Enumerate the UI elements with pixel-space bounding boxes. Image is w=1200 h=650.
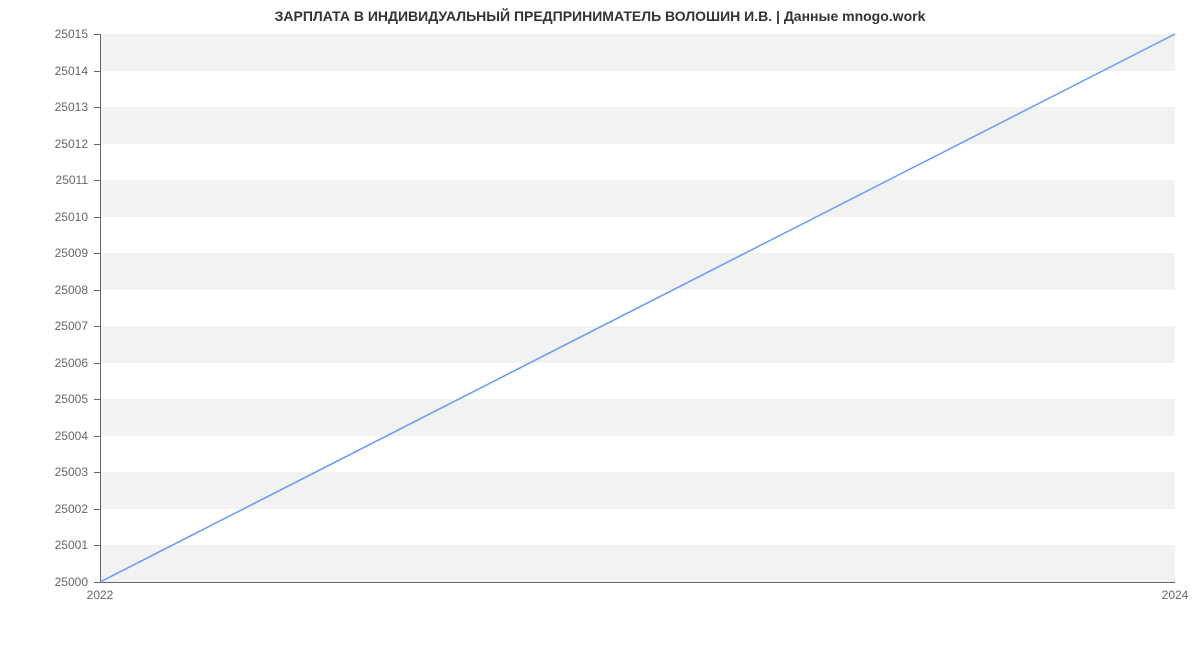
y-tick-label: 25004 (0, 429, 88, 443)
y-tick (94, 472, 100, 473)
y-tick-label: 25007 (0, 319, 88, 333)
y-tick (94, 180, 100, 181)
plot-area (100, 34, 1175, 582)
x-tick-label: 2024 (1162, 588, 1189, 602)
y-tick (94, 34, 100, 35)
y-tick-label: 25005 (0, 392, 88, 406)
series-line (100, 34, 1175, 582)
y-tick-label: 25015 (0, 27, 88, 41)
y-tick-label: 25014 (0, 64, 88, 78)
y-tick (94, 509, 100, 510)
y-tick-label: 25006 (0, 356, 88, 370)
y-tick-label: 25011 (0, 173, 88, 187)
y-tick (94, 144, 100, 145)
x-axis-line (100, 582, 1175, 583)
y-tick-label: 25010 (0, 210, 88, 224)
y-tick-label: 25012 (0, 137, 88, 151)
chart-title: ЗАРПЛАТА В ИНДИВИДУАЛЬНЫЙ ПРЕДПРИНИМАТЕЛ… (0, 8, 1200, 24)
y-tick-label: 25009 (0, 246, 88, 260)
y-tick (94, 107, 100, 108)
y-tick (94, 290, 100, 291)
x-tick-label: 2022 (87, 588, 114, 602)
y-tick (94, 363, 100, 364)
y-tick-label: 25000 (0, 575, 88, 589)
y-tick-label: 25008 (0, 283, 88, 297)
y-tick-label: 25002 (0, 502, 88, 516)
y-tick (94, 217, 100, 218)
y-tick (94, 545, 100, 546)
y-tick (94, 582, 100, 583)
y-tick-label: 25001 (0, 538, 88, 552)
y-tick (94, 71, 100, 72)
series-salary (100, 34, 1175, 582)
y-tick-label: 25013 (0, 100, 88, 114)
y-tick (94, 326, 100, 327)
y-tick (94, 253, 100, 254)
y-tick (94, 399, 100, 400)
y-tick (94, 436, 100, 437)
salary-line-chart: ЗАРПЛАТА В ИНДИВИДУАЛЬНЫЙ ПРЕДПРИНИМАТЕЛ… (0, 0, 1200, 630)
y-tick-label: 25003 (0, 465, 88, 479)
